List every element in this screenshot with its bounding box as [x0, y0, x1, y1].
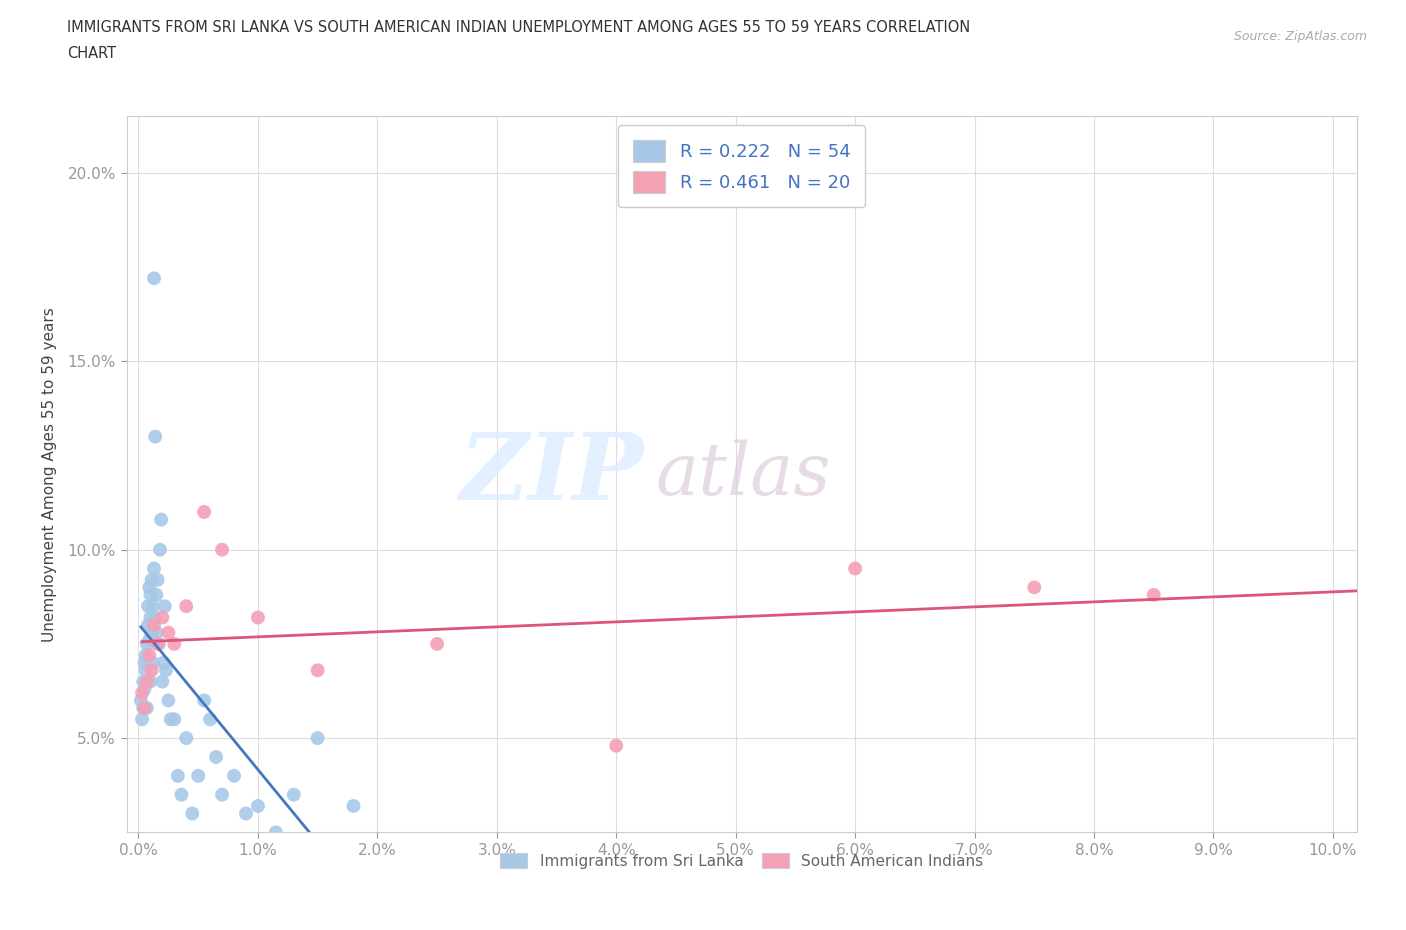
Y-axis label: Unemployment Among Ages 55 to 59 years: Unemployment Among Ages 55 to 59 years [42, 307, 56, 642]
Point [246, 610, 269, 625]
Point [132, 700, 155, 715]
Point [307, 731, 329, 746]
Point [146, 636, 169, 651]
Point [139, 674, 162, 689]
Point [139, 610, 162, 625]
Point [145, 588, 167, 603]
Point [143, 610, 166, 625]
Point [193, 693, 215, 708]
Point [138, 580, 160, 595]
Point [222, 768, 245, 783]
Point [138, 632, 160, 647]
Text: Source: ZipAtlas.com: Source: ZipAtlas.com [1233, 30, 1367, 43]
Point [146, 572, 169, 587]
Text: CHART: CHART [67, 46, 117, 61]
Point [181, 806, 204, 821]
Point [167, 768, 190, 783]
Point [138, 648, 160, 663]
Text: IMMIGRANTS FROM SRI LANKA VS SOUTH AMERICAN INDIAN UNEMPLOYMENT AMONG AGES 55 TO: IMMIGRANTS FROM SRI LANKA VS SOUTH AMERI… [67, 20, 970, 35]
Point [129, 693, 152, 708]
Text: atlas: atlas [655, 439, 831, 510]
Point [153, 599, 176, 614]
Point [307, 663, 329, 678]
Point [174, 599, 197, 614]
Legend: Immigrants from Sri Lanka, South American Indians: Immigrants from Sri Lanka, South America… [492, 845, 991, 876]
Point [131, 711, 153, 726]
Point [135, 674, 157, 689]
Point [134, 656, 156, 671]
Point [211, 787, 233, 802]
Point [131, 685, 153, 700]
Point [159, 711, 181, 726]
Point [152, 656, 174, 671]
Point [283, 787, 305, 802]
Point [143, 429, 166, 444]
Point [139, 588, 162, 603]
Point [148, 636, 170, 651]
Point [155, 663, 177, 678]
Point [193, 505, 215, 520]
Point [1143, 588, 1166, 603]
Point [136, 618, 159, 632]
Point [141, 625, 163, 640]
Point [132, 674, 155, 689]
Point [1024, 580, 1046, 595]
Point [174, 731, 197, 746]
Point [246, 799, 269, 814]
Point [149, 542, 172, 557]
Point [605, 738, 627, 753]
Point [143, 561, 166, 576]
Point [426, 636, 449, 651]
Point [143, 271, 166, 286]
Point [136, 599, 159, 614]
Point [141, 663, 163, 678]
Point [143, 618, 166, 632]
Point [142, 599, 165, 614]
Point [135, 636, 157, 651]
Point [157, 693, 180, 708]
Point [134, 682, 156, 697]
Point [135, 700, 157, 715]
Point [145, 625, 167, 640]
Point [141, 572, 163, 587]
Point [134, 700, 156, 715]
Point [187, 768, 209, 783]
Point [157, 625, 180, 640]
Point [170, 787, 193, 802]
Point [235, 806, 257, 821]
Point [198, 711, 221, 726]
Point [211, 542, 233, 557]
Point [264, 825, 287, 840]
Point [150, 610, 173, 625]
Point [135, 648, 157, 663]
Point [135, 663, 157, 678]
Point [205, 750, 228, 764]
Point [150, 512, 173, 527]
Point [163, 711, 186, 726]
Text: ZIP: ZIP [458, 430, 643, 519]
Point [342, 799, 364, 814]
Point [163, 636, 186, 651]
Point [142, 656, 165, 671]
Point [150, 674, 173, 689]
Point [844, 561, 866, 576]
